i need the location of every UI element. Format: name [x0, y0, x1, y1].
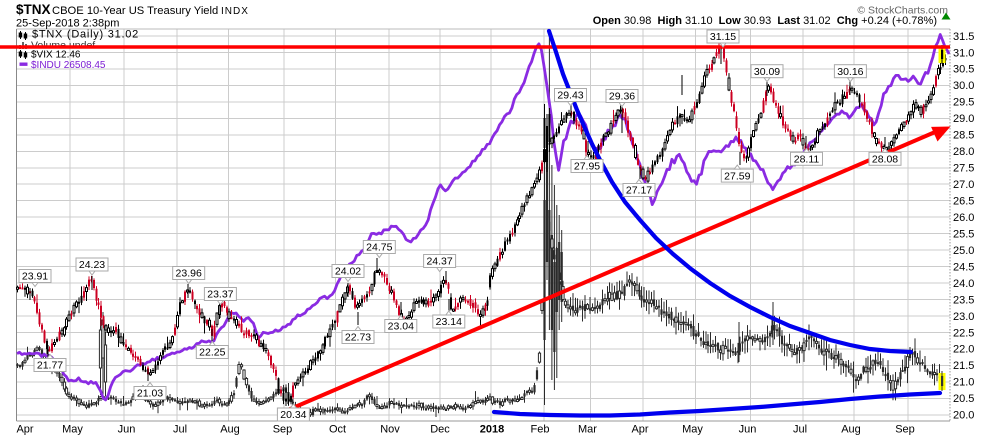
svg-text:May: May: [682, 424, 703, 436]
svg-text:Aug: Aug: [841, 424, 861, 436]
svg-text:Apr: Apr: [631, 424, 648, 436]
svg-text:21.5: 21.5: [953, 360, 974, 372]
svg-text:INDX: INDX: [221, 6, 249, 17]
svg-text:31.15: 31.15: [710, 31, 736, 43]
svg-text:Aug: Aug: [220, 424, 240, 436]
svg-text:Jun: Jun: [118, 424, 136, 436]
svg-text:24.0: 24.0: [953, 278, 974, 290]
svg-text:© StockCharts.com: © StockCharts.com: [857, 5, 948, 17]
svg-text:22.5: 22.5: [953, 327, 974, 339]
svg-text:20.34: 20.34: [280, 409, 306, 421]
svg-text:23.5: 23.5: [953, 294, 974, 306]
svg-text:Nov: Nov: [380, 424, 400, 436]
svg-text:21.0: 21.0: [953, 377, 974, 389]
svg-text:May: May: [62, 424, 83, 436]
svg-text:24.75: 24.75: [366, 242, 392, 254]
svg-text:30.5: 30.5: [953, 64, 974, 76]
svg-text:30.09: 30.09: [754, 66, 780, 78]
svg-text:23.14: 23.14: [436, 316, 462, 328]
svg-text:27.17: 27.17: [626, 185, 652, 197]
svg-text:23.04: 23.04: [388, 321, 414, 333]
svg-text:27.5: 27.5: [953, 163, 974, 175]
svg-text:Mar: Mar: [578, 424, 597, 436]
svg-text:23.37: 23.37: [207, 289, 233, 301]
svg-text:24.37: 24.37: [426, 256, 452, 268]
svg-text:2018: 2018: [480, 424, 504, 436]
svg-text:31.0: 31.0: [953, 47, 974, 59]
svg-text:CBOE 10-Year US Treasury Yield: CBOE 10-Year US Treasury Yield: [52, 5, 218, 17]
svg-text:25.5: 25.5: [953, 228, 974, 240]
svg-text:29.36: 29.36: [609, 91, 635, 103]
svg-text:Jun: Jun: [739, 424, 757, 436]
svg-text:30.0: 30.0: [953, 80, 974, 92]
svg-text:22.25: 22.25: [199, 347, 225, 359]
svg-text:28.11: 28.11: [794, 154, 820, 166]
svg-text:24.23: 24.23: [79, 259, 105, 271]
svg-text:Oct: Oct: [329, 424, 346, 436]
svg-text:25.0: 25.0: [953, 245, 974, 257]
svg-text:23.91: 23.91: [22, 271, 48, 283]
svg-text:Jul: Jul: [173, 424, 187, 436]
svg-text:29.43: 29.43: [557, 90, 583, 102]
svg-text:Sep: Sep: [895, 424, 915, 436]
svg-text:26.0: 26.0: [953, 212, 974, 224]
svg-text:Feb: Feb: [531, 424, 550, 436]
svg-text:28.08: 28.08: [872, 154, 898, 166]
svg-text:28.5: 28.5: [953, 130, 974, 142]
svg-text:27.0: 27.0: [953, 179, 974, 191]
svg-text:28.0: 28.0: [953, 146, 974, 158]
svg-text:23.0: 23.0: [953, 311, 974, 323]
svg-text:22.73: 22.73: [345, 332, 371, 344]
svg-text:$INDU 26508.45: $INDU 26508.45: [31, 60, 106, 71]
svg-text:24.02: 24.02: [335, 266, 361, 278]
svg-text:20.0: 20.0: [953, 410, 974, 422]
svg-text:29.0: 29.0: [953, 113, 974, 125]
svg-text:Open 30.98 High 31.10 Low 30: Open 30.98 High 31.10 Low 30.93 Last 31.…: [593, 15, 937, 27]
svg-text:27.59: 27.59: [724, 170, 750, 182]
svg-text:30.16: 30.16: [837, 66, 863, 78]
svg-text:Jul: Jul: [793, 424, 807, 436]
svg-text:$VIX 12.46: $VIX 12.46: [31, 50, 81, 61]
svg-text:Sep: Sep: [273, 424, 293, 436]
svg-text:$TNX (Daily) 31.02: $TNX (Daily) 31.02: [32, 29, 139, 41]
svg-text:Dec: Dec: [430, 424, 450, 436]
svg-text:24.5: 24.5: [953, 261, 974, 273]
svg-text:29.5: 29.5: [953, 97, 974, 109]
svg-text:27.95: 27.95: [574, 161, 600, 173]
svg-text:31.5: 31.5: [953, 31, 974, 43]
svg-text:22.0: 22.0: [953, 344, 974, 356]
svg-text:20.5: 20.5: [953, 393, 974, 405]
svg-text:Apr: Apr: [16, 424, 33, 436]
svg-text:25-Sep-2018 2:38pm: 25-Sep-2018 2:38pm: [16, 18, 119, 30]
svg-text:21.03: 21.03: [137, 388, 163, 400]
svg-text:21.77: 21.77: [37, 360, 63, 372]
svg-text:$TNX: $TNX: [16, 2, 51, 17]
svg-text:23.96: 23.96: [176, 268, 202, 280]
svg-text:26.5: 26.5: [953, 195, 974, 207]
